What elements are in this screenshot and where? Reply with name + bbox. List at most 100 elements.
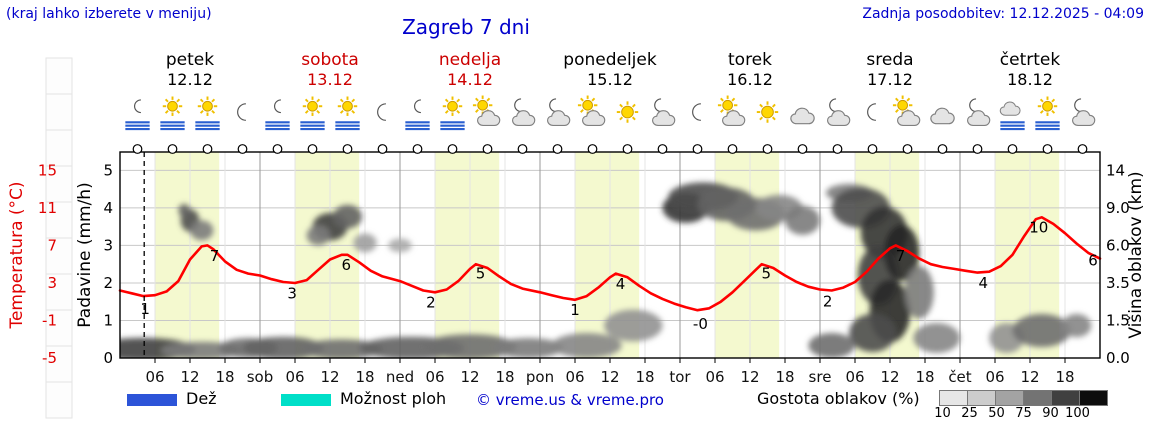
- svg-text:4: 4: [103, 199, 113, 217]
- weather-icon-moon-fog: [120, 94, 155, 134]
- y-axis-cloud: 14 9.0 6.0 3.5 1.5 0.0: [1106, 161, 1130, 367]
- fog-icon: [195, 121, 220, 131]
- weather-icon-moon: [855, 94, 890, 134]
- sun-icon: [162, 96, 183, 116]
- copyright-link[interactable]: © vreme.us & vreme.pro: [476, 391, 664, 409]
- svg-text:3: 3: [103, 236, 113, 254]
- svg-text:18: 18: [635, 368, 654, 386]
- svg-text:06: 06: [145, 368, 164, 386]
- cloud-density-scale: [939, 390, 1108, 406]
- day-name: ponedeljek: [563, 50, 657, 70]
- menu-hint-text: (kraj lahko izberete v meniju): [6, 6, 212, 22]
- legend: Dež Možnost ploh © vreme.us & vreme.pro …: [0, 386, 1152, 443]
- day-name: četrtek: [999, 50, 1061, 70]
- weather-icon-moon: [680, 94, 715, 134]
- last-update-text: Zadnja posodobitev: 12.12.2025 - 04:09: [862, 6, 1144, 22]
- svg-text:1: 1: [570, 301, 580, 319]
- svg-text:6: 6: [1088, 251, 1098, 269]
- svg-text:12: 12: [600, 368, 619, 386]
- svg-text:sob: sob: [247, 368, 274, 386]
- moon-icon: [1074, 98, 1082, 113]
- day-name: nedelja: [438, 50, 502, 70]
- moon-icon: [969, 98, 977, 113]
- density-cell-90: [1051, 390, 1080, 406]
- weather-icon-moon-cloud: [540, 94, 575, 134]
- weather-icon-sun-cloud: [470, 94, 505, 134]
- precip-axis-title: Padavine (mm/h): [75, 182, 95, 327]
- moon-icon: [134, 99, 141, 114]
- density-number: 100: [1065, 406, 1090, 421]
- day-date: 13.12: [307, 70, 353, 89]
- weather-icon-sun-fog: [155, 94, 190, 134]
- day-header-sreda: sreda 17.12: [820, 50, 960, 94]
- cloud-density-scale-labels: 10 25 50 75 90 100: [929, 406, 1091, 421]
- day-name: torek: [728, 50, 772, 70]
- weather-icon-moon-cloud: [960, 94, 995, 134]
- svg-text:18: 18: [215, 368, 234, 386]
- svg-text:2: 2: [426, 294, 436, 312]
- moon-icon: [377, 103, 386, 121]
- density-cell-50: [995, 390, 1024, 406]
- day-headers: petek 12.12 sobota 13.12 nedelja 14.12 ponedel…: [120, 50, 1100, 94]
- density-cell-25: [967, 390, 996, 406]
- svg-text:9.0: 9.0: [1106, 199, 1130, 217]
- svg-text:7: 7: [210, 247, 220, 265]
- weather-icon-sun: [750, 94, 785, 134]
- svg-text:12: 12: [180, 368, 199, 386]
- fog-icon: [405, 121, 430, 131]
- svg-text:6: 6: [342, 256, 352, 274]
- temp-axis-title: Temperatura (°C): [7, 181, 27, 329]
- sun-icon: [616, 101, 639, 123]
- day-date: 15.12: [587, 70, 633, 89]
- fog-icon: [1035, 121, 1060, 131]
- weather-icon-sun-fog: [1030, 94, 1065, 134]
- day-header-ponedeljek: ponedeljek 15.12: [540, 50, 680, 94]
- svg-text:06: 06: [285, 368, 304, 386]
- fog-icon: [335, 121, 360, 131]
- rain-legend-swatch: [127, 394, 177, 406]
- svg-text:-0: -0: [693, 315, 708, 333]
- svg-text:5: 5: [476, 265, 486, 283]
- weather-icon-cloud: [925, 94, 960, 134]
- moon-icon: [829, 98, 837, 113]
- moon-icon: [514, 98, 522, 113]
- day-name: sobota: [301, 50, 359, 70]
- weather-icon-sun-fog: [295, 94, 330, 134]
- x-axis: 06 12 18 sob 06 12 18 ned 06 12 18 pon 06 12 18 tor 06 12…: [145, 358, 1075, 386]
- day-name: sreda: [866, 50, 914, 70]
- svg-text:12: 12: [740, 368, 759, 386]
- moon-icon: [867, 103, 876, 121]
- cloud-icon: [652, 110, 676, 126]
- cloud-icon: [999, 101, 1021, 116]
- svg-text:4: 4: [979, 274, 989, 292]
- svg-text:1: 1: [103, 312, 113, 330]
- cloud-icon: [547, 110, 571, 126]
- cloud-icon: [477, 110, 501, 126]
- svg-text:3: 3: [47, 274, 57, 292]
- weather-icon-sun-fog: [190, 94, 225, 134]
- day-date: 14.12: [447, 70, 493, 89]
- weather-icon-sun-cloud: [715, 94, 750, 134]
- cloud-cover-layer: [120, 182, 1092, 358]
- cloud-icon: [790, 107, 815, 125]
- density-cell-100: [1079, 390, 1108, 406]
- day-date: 18.12: [1007, 70, 1053, 89]
- weather-icon-moon-fog: [260, 94, 295, 134]
- moon-icon: [237, 103, 246, 121]
- svg-text:0.0: 0.0: [1106, 349, 1130, 367]
- weather-icon-moon-cloud: [1065, 94, 1100, 134]
- svg-text:3: 3: [287, 284, 297, 302]
- svg-text:7: 7: [896, 247, 906, 265]
- day-header-nedelja: nedelja 14.12: [400, 50, 540, 94]
- cloud-icon: [897, 110, 921, 126]
- day-header-sobota: sobota 13.12: [260, 50, 400, 94]
- day-header-četrtek: četrtek 18.12: [960, 50, 1100, 94]
- weather-icon-moon-cloud: [645, 94, 680, 134]
- svg-text:12: 12: [880, 368, 899, 386]
- weather-icon-sun-cloud: [890, 94, 925, 134]
- day-header-petek: petek 12.12: [120, 50, 260, 94]
- svg-text:7: 7: [47, 236, 57, 254]
- svg-text:11: 11: [38, 199, 57, 217]
- day-header-torek: torek 16.12: [680, 50, 820, 94]
